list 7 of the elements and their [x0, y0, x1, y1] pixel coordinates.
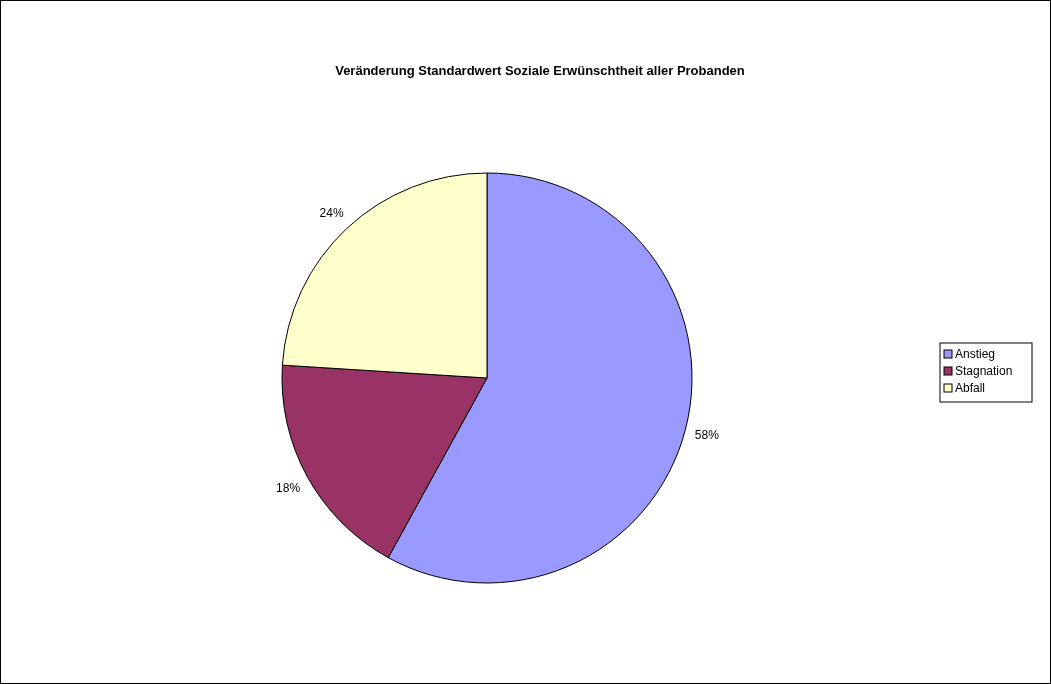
legend-label: Anstieg: [955, 347, 996, 362]
legend-label: Abfall: [955, 381, 986, 396]
data-label: 24%: [319, 205, 344, 220]
data-label: 18%: [276, 480, 301, 495]
data-label: 58%: [694, 427, 720, 442]
chart-title: Veränderung Standardwert Soziale Erwünschtheit aller Probanden: [335, 63, 745, 78]
legend-label: Stagnation: [955, 364, 1013, 379]
